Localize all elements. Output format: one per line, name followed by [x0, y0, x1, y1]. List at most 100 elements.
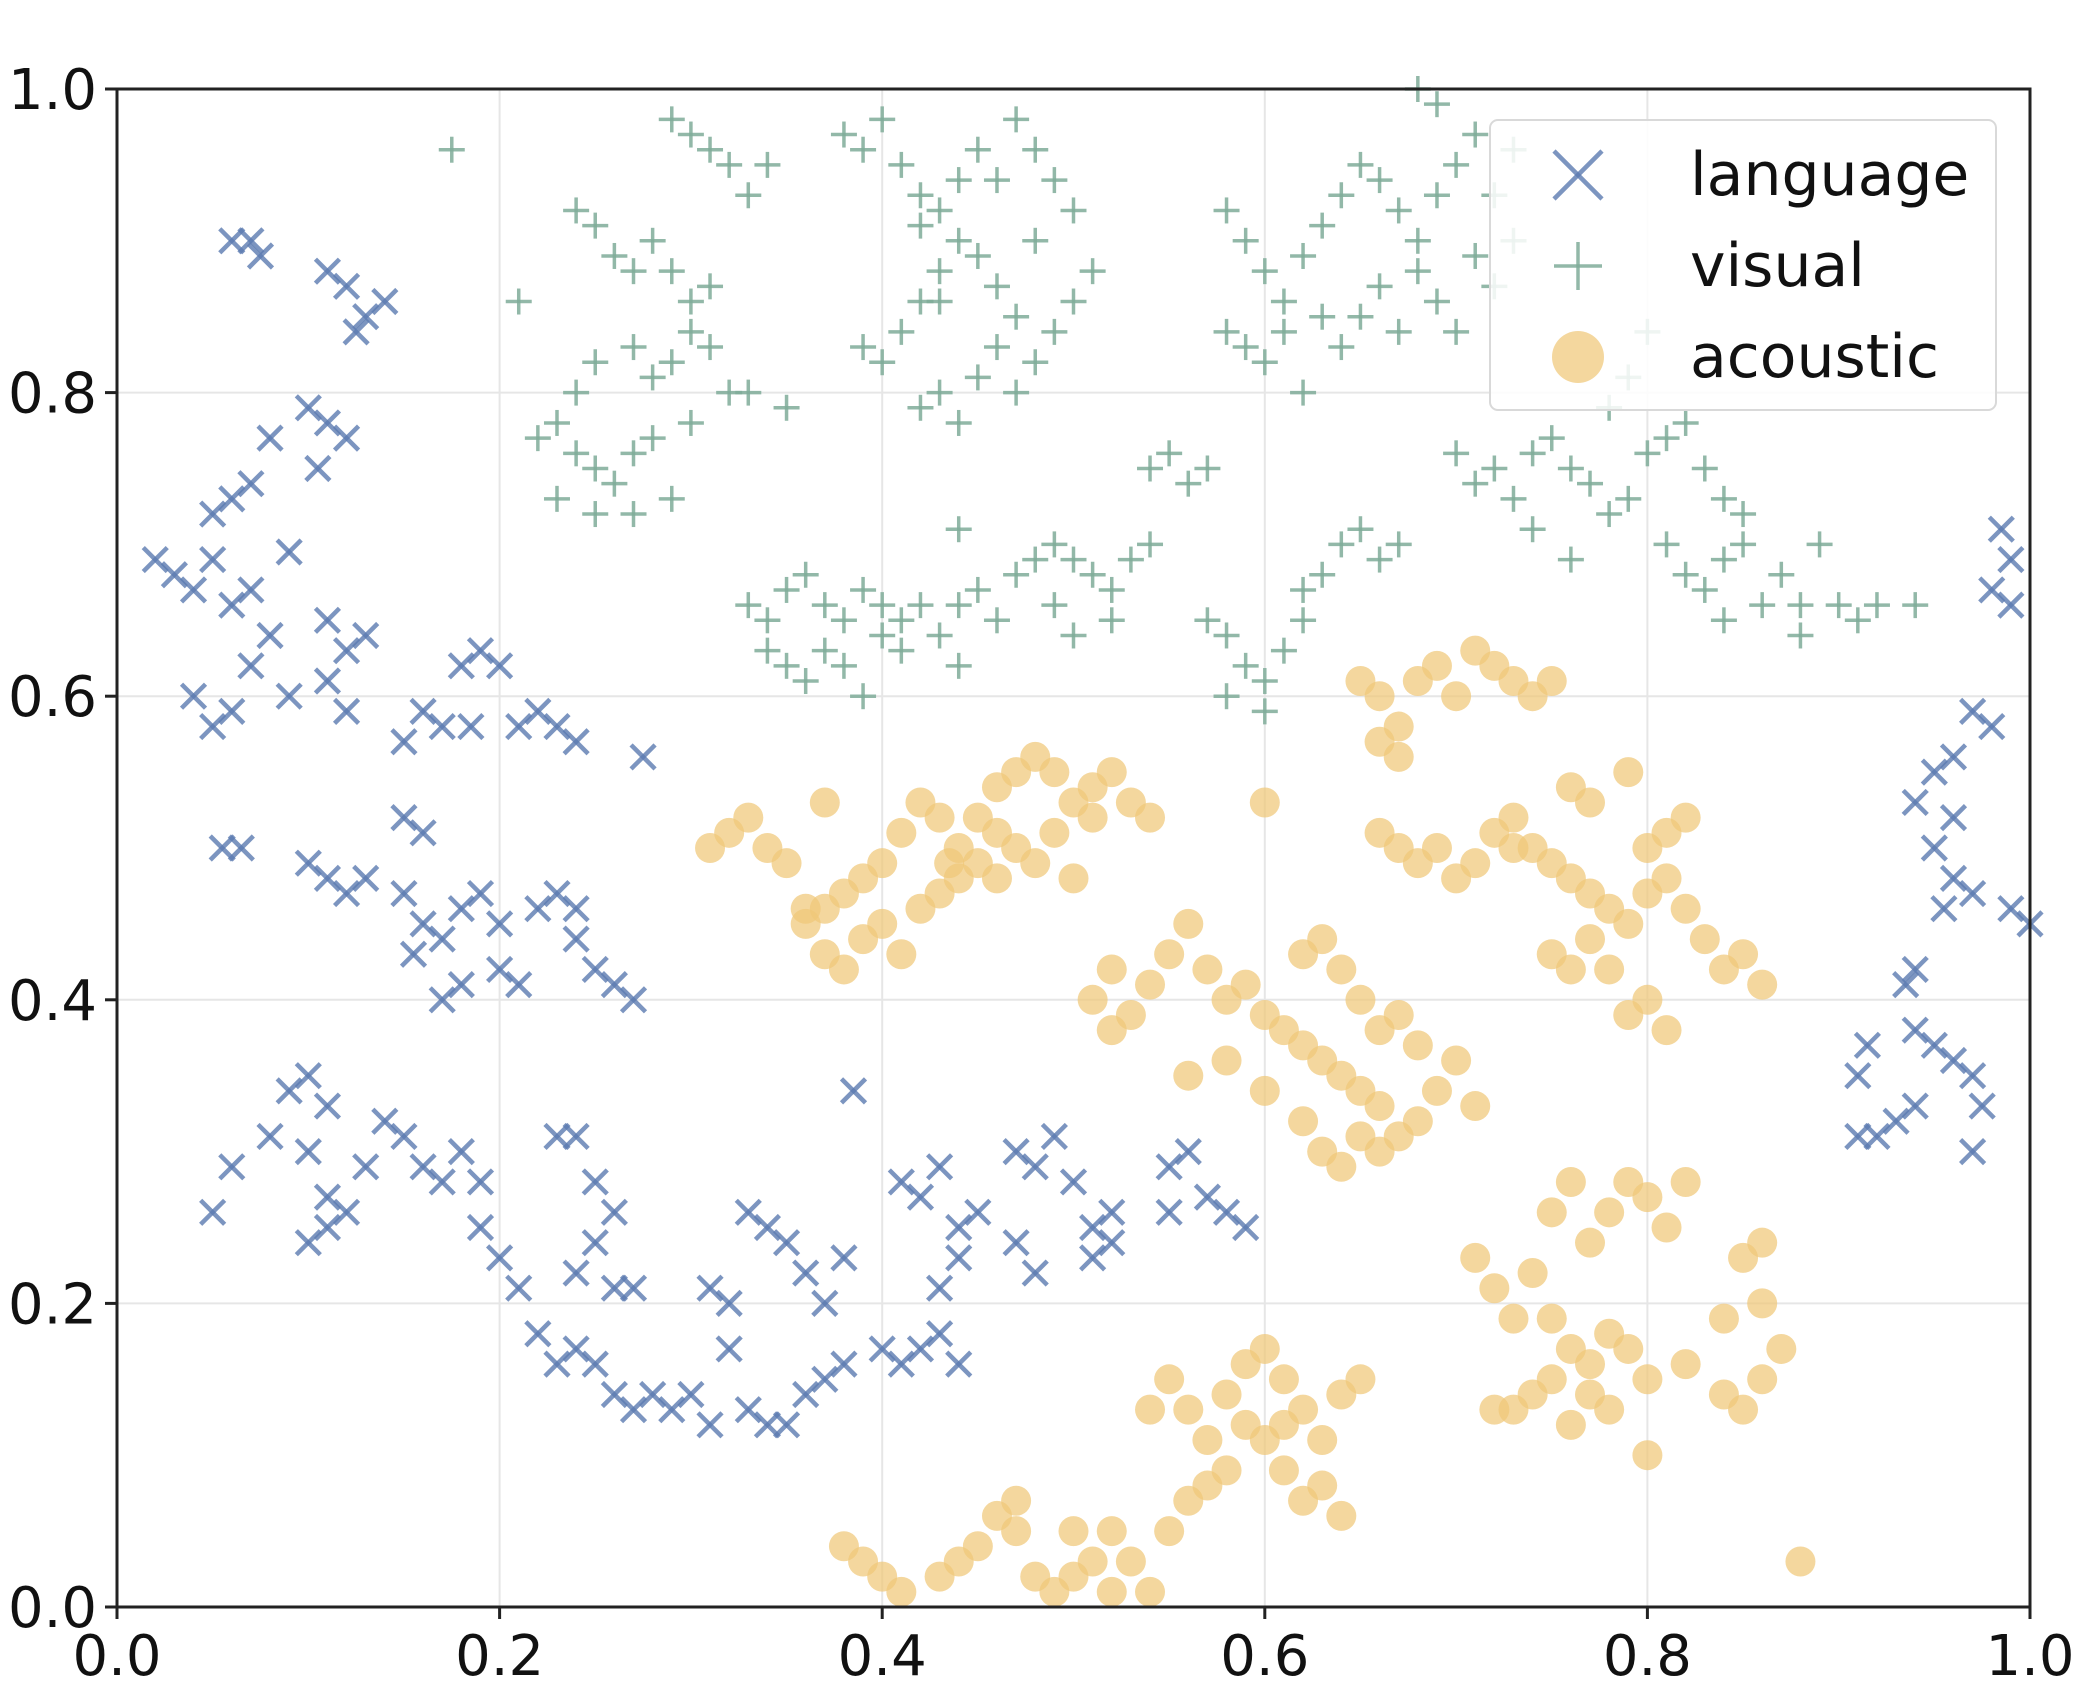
acoustic-point — [1326, 1151, 1357, 1182]
visual-point — [620, 440, 647, 467]
language-point — [1232, 1213, 1260, 1242]
visual-point — [505, 288, 532, 315]
acoustic-point — [1173, 1060, 1204, 1091]
language-point — [600, 1380, 628, 1409]
language-point — [390, 804, 418, 832]
y-tick-label: 0.2 — [8, 1272, 97, 1337]
language-point — [352, 864, 380, 892]
language-point — [256, 621, 284, 650]
language-point — [925, 1274, 954, 1302]
visual-point — [1213, 622, 1240, 649]
visual-point — [869, 592, 896, 619]
acoustic-point — [1364, 1091, 1395, 1122]
language-point — [562, 895, 590, 923]
visual-point — [716, 151, 743, 178]
acoustic-point — [1345, 1364, 1376, 1395]
language-point — [887, 1350, 915, 1378]
acoustic-point — [1670, 893, 1701, 924]
language-point — [562, 925, 590, 953]
visual-point — [1309, 303, 1336, 330]
y-tick-label: 0.0 — [8, 1576, 97, 1641]
visual-point — [1902, 592, 1929, 619]
visual-point — [1653, 531, 1680, 558]
acoustic-point — [981, 817, 1012, 848]
visual-point — [697, 136, 724, 163]
acoustic-point — [1575, 924, 1606, 955]
visual-point — [735, 182, 762, 209]
language-point — [409, 697, 437, 725]
language-point — [1939, 743, 1968, 771]
language-point — [486, 1244, 514, 1272]
visual-point — [1519, 440, 1546, 467]
acoustic-point — [1249, 787, 1280, 818]
visual-point — [1003, 303, 1030, 330]
language-point — [332, 637, 361, 665]
language-point — [227, 834, 255, 862]
language-point — [839, 1077, 868, 1105]
language-point — [1853, 1031, 1881, 1059]
acoustic-point — [1383, 741, 1414, 772]
visual-point — [964, 136, 991, 163]
visual-point — [1232, 227, 1259, 254]
visual-point — [1634, 440, 1661, 467]
visual-point — [1194, 607, 1221, 634]
language-point — [629, 743, 657, 771]
visual-point — [1500, 485, 1527, 512]
acoustic-point — [1192, 1425, 1223, 1456]
language-point — [409, 1153, 437, 1181]
visual-point — [1213, 197, 1240, 224]
language-point — [390, 879, 418, 908]
language-point — [160, 561, 188, 589]
acoustic-point — [1479, 1394, 1510, 1425]
acoustic-point — [1536, 666, 1567, 697]
acoustic-point — [1517, 1258, 1548, 1289]
acoustic-point — [1096, 1015, 1127, 1046]
acoustic-point — [1096, 954, 1127, 985]
visual-point — [658, 485, 685, 512]
language-point — [1939, 804, 1968, 832]
language-point — [237, 227, 265, 255]
language-point — [275, 1077, 303, 1105]
visual-point — [983, 167, 1010, 194]
acoustic-point — [733, 802, 764, 833]
visual-point — [1175, 470, 1202, 497]
language-point — [715, 1289, 743, 1317]
acoustic-point — [886, 817, 917, 848]
acoustic-point — [1536, 1364, 1567, 1395]
acoustic-point — [1651, 1015, 1682, 1046]
language-point — [237, 576, 265, 604]
visual-point — [1653, 425, 1680, 452]
x-tick-label: 0.6 — [1220, 1624, 1309, 1684]
language-point — [772, 1229, 801, 1257]
acoustic-point — [1402, 1030, 1433, 1061]
visual-point — [1079, 258, 1106, 285]
language-point — [1939, 864, 1968, 892]
visual-point — [1328, 334, 1355, 361]
acoustic-point — [1135, 1394, 1166, 1425]
visual-point — [1251, 258, 1278, 285]
visual-point — [1385, 197, 1412, 224]
visual-point — [1156, 440, 1183, 467]
language-point — [304, 454, 332, 483]
language-point — [925, 1320, 954, 1348]
visual-point — [1787, 592, 1814, 619]
language-point — [294, 1229, 322, 1257]
acoustic-point — [1613, 757, 1644, 788]
acoustic-point — [1441, 1045, 1472, 1076]
visual-point — [983, 334, 1010, 361]
visual-point — [1194, 455, 1221, 482]
legend-label-language: language — [1690, 140, 1969, 210]
language-point — [332, 424, 361, 452]
language-point — [1155, 1198, 1183, 1226]
acoustic-point — [1670, 1349, 1701, 1380]
acoustic-point — [1728, 939, 1759, 970]
acoustic-point — [1689, 924, 1720, 955]
language-point — [581, 1350, 609, 1378]
acoustic-point — [1039, 817, 1070, 848]
visual-point — [658, 106, 685, 133]
x-tick-label: 0.0 — [72, 1624, 161, 1684]
language-point — [1021, 1153, 1049, 1181]
language-point — [1968, 1092, 1996, 1120]
acoustic-point — [1632, 1182, 1663, 1213]
visual-point — [1137, 455, 1164, 482]
